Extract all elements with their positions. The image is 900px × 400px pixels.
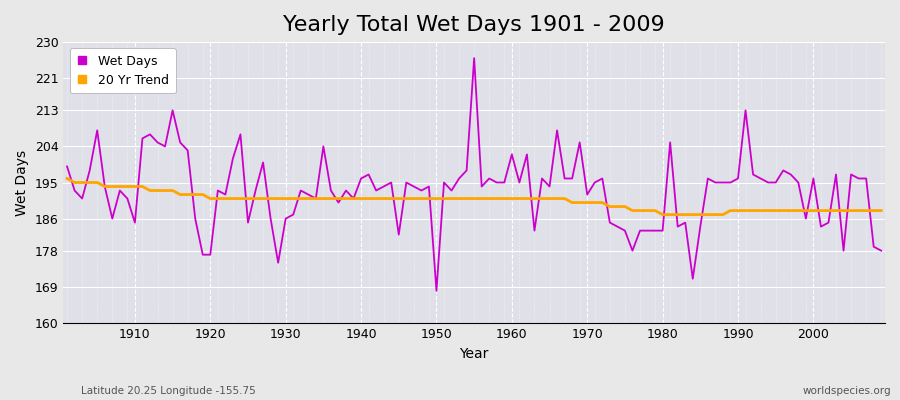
Wet Days <box>876 248 886 253</box>
20 Yr Trend <box>333 196 344 201</box>
20 Yr Trend <box>507 196 517 201</box>
Wet Days <box>514 180 525 185</box>
Title: Yearly Total Wet Days 1901 - 2009: Yearly Total Wet Days 1901 - 2009 <box>284 15 665 35</box>
Wet Days <box>122 196 133 201</box>
Legend: Wet Days, 20 Yr Trend: Wet Days, 20 Yr Trend <box>69 48 176 93</box>
Wet Days <box>431 288 442 293</box>
Line: 20 Yr Trend: 20 Yr Trend <box>68 178 881 214</box>
20 Yr Trend <box>122 184 133 189</box>
20 Yr Trend <box>597 200 608 205</box>
20 Yr Trend <box>62 176 73 181</box>
Text: Latitude 20.25 Longitude -155.75: Latitude 20.25 Longitude -155.75 <box>81 386 256 396</box>
20 Yr Trend <box>657 212 668 217</box>
Text: worldspecies.org: worldspecies.org <box>803 386 891 396</box>
X-axis label: Year: Year <box>460 347 489 361</box>
20 Yr Trend <box>876 208 886 213</box>
Wet Days <box>469 56 480 60</box>
Wet Days <box>612 224 623 229</box>
Line: Wet Days: Wet Days <box>68 58 881 291</box>
Y-axis label: Wet Days: Wet Days <box>15 150 29 216</box>
Wet Days <box>288 212 299 217</box>
20 Yr Trend <box>499 196 509 201</box>
Wet Days <box>62 164 73 169</box>
20 Yr Trend <box>288 196 299 201</box>
Wet Days <box>333 200 344 205</box>
Wet Days <box>521 152 532 157</box>
